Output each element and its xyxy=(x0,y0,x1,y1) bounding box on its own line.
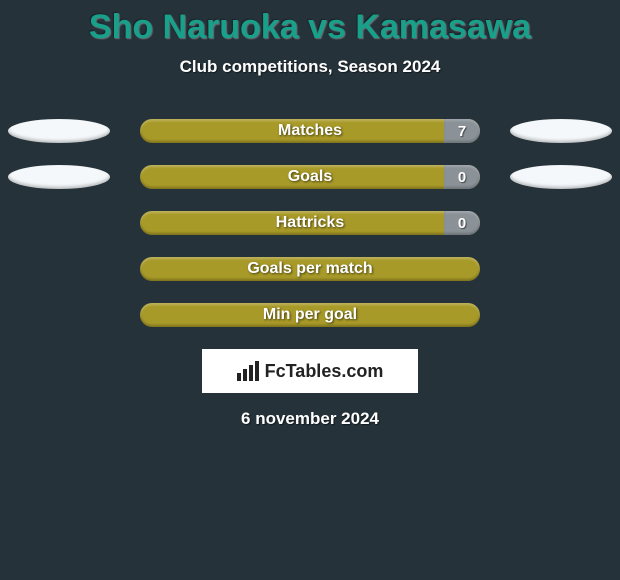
right-indicator-ellipse xyxy=(510,165,612,189)
stat-row: Hattricks 0 xyxy=(0,211,620,235)
stat-row: Goals per match xyxy=(0,257,620,281)
stat-bar: Goals 0 xyxy=(140,165,480,189)
stat-label: Goals xyxy=(288,168,332,186)
stat-label: Min per goal xyxy=(263,306,357,324)
stat-value: 0 xyxy=(458,169,466,186)
stat-value: 7 xyxy=(458,123,466,140)
page-title: Sho Naruoka vs Kamasawa xyxy=(0,0,620,47)
brand-text: FcTables.com xyxy=(265,361,384,382)
bar-chart-icon xyxy=(237,361,259,381)
left-indicator-ellipse xyxy=(8,165,110,189)
brand-box: FcTables.com xyxy=(202,349,418,393)
stat-label: Goals per match xyxy=(247,260,372,278)
date-text: 6 november 2024 xyxy=(0,409,620,429)
stat-value: 0 xyxy=(458,215,466,232)
stat-label: Matches xyxy=(278,122,342,140)
stat-bar: Goals per match xyxy=(140,257,480,281)
stat-value-segment: 0 xyxy=(444,165,480,189)
left-indicator-ellipse xyxy=(8,119,110,143)
stat-value-segment: 7 xyxy=(444,119,480,143)
stat-bar: Hattricks 0 xyxy=(140,211,480,235)
stat-row: Min per goal xyxy=(0,303,620,327)
stat-row: Goals 0 xyxy=(0,165,620,189)
stat-bar: Matches 7 xyxy=(140,119,480,143)
comparison-card: Sho Naruoka vs Kamasawa Club competition… xyxy=(0,0,620,580)
stat-bar: Min per goal xyxy=(140,303,480,327)
stat-label: Hattricks xyxy=(276,214,344,232)
right-indicator-ellipse xyxy=(510,119,612,143)
stat-row: Matches 7 xyxy=(0,119,620,143)
stats-rows: Matches 7 Goals 0 Hattricks 0 xyxy=(0,119,620,327)
page-subtitle: Club competitions, Season 2024 xyxy=(0,57,620,77)
stat-value-segment: 0 xyxy=(444,211,480,235)
